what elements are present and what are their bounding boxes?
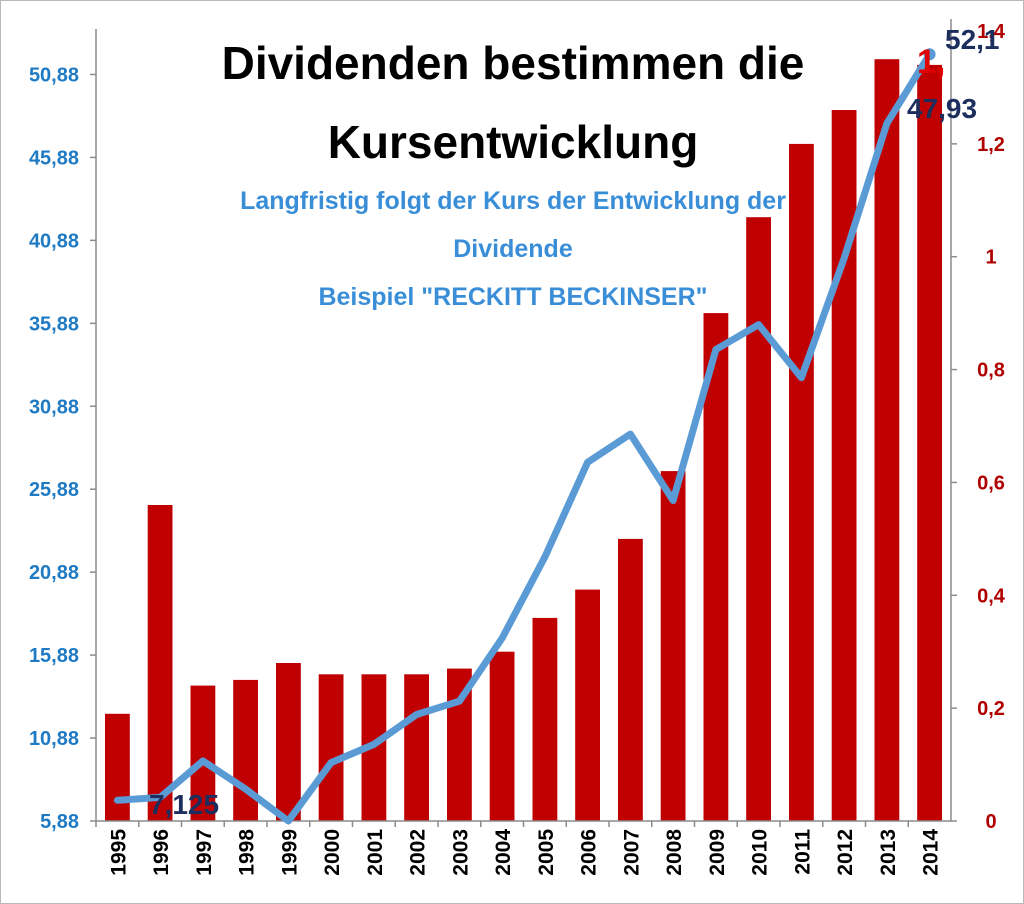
line-point-2013	[884, 120, 890, 126]
line-point-2004	[499, 635, 505, 641]
left-tick-label-20,88: 20,88	[29, 562, 79, 584]
bar-2005	[532, 617, 558, 821]
x-tick-label-2010: 2010	[749, 829, 772, 876]
x-tick-label-1999: 1999	[278, 829, 301, 876]
x-tick-label-2005: 2005	[535, 829, 558, 876]
bar-1999	[276, 663, 301, 821]
bar-2012	[831, 110, 857, 821]
right-tick-label-0,2: 0,2	[977, 698, 1005, 720]
x-tick-label-2011: 2011	[791, 829, 814, 875]
right-tick-label-1,4: 1,4	[977, 21, 1006, 43]
line-point-2009	[713, 347, 719, 352]
right-tick-label-0,8: 0,8	[977, 360, 1005, 382]
chart-subtitle-line-2: Dividende	[453, 235, 573, 263]
line-point-1997	[200, 758, 206, 764]
left-tick-label-35,88: 35,88	[29, 313, 79, 335]
left-tick-label-45,88: 45,88	[29, 147, 79, 169]
left-tick-label-5,88: 5,88	[40, 811, 79, 833]
line-point-2008	[670, 498, 676, 503]
data-label-bar-2014: 1,	[917, 43, 945, 81]
x-tick-labels: 1995 1996 1997 1998 1999 2000 2001 2002 2003 2004…	[95, 821, 943, 876]
left-tick-label-10,88: 10,88	[29, 728, 79, 750]
bar-1995	[105, 713, 130, 821]
right-tick-label-1,2: 1,2	[977, 134, 1005, 156]
bar-1997	[190, 685, 216, 821]
bar-2013	[874, 59, 900, 821]
line-series	[113, 48, 936, 825]
x-tick-label-1995: 1995	[107, 829, 130, 876]
right-tick-label-1: 1	[985, 247, 996, 269]
x-tick-label-1997: 1997	[193, 829, 216, 876]
left-tick-labels: 5,88 10,88 15,88 20,88 25,88 30,88 35,88 40,88 4…	[29, 64, 96, 833]
data-label-2013: 47,93	[907, 93, 977, 124]
bar-1996	[147, 505, 173, 821]
line-point-1996	[157, 794, 163, 800]
x-tick-label-2002: 2002	[407, 829, 430, 876]
line-point-2003	[456, 698, 462, 704]
right-tick-labels: 0 0,2 0,4 0,6 0,8 1 1,2 1,4	[951, 21, 1006, 833]
line-point-2006	[585, 459, 591, 465]
line-point-1995	[114, 797, 120, 803]
line-point-2005	[542, 554, 548, 560]
data-label-1995: 7,125	[149, 789, 219, 820]
bar-2000	[318, 674, 344, 821]
line-point-2010	[756, 322, 762, 328]
x-tick-label-1998: 1998	[236, 829, 259, 876]
line-point-2001	[371, 741, 377, 747]
line-point-2012	[841, 255, 847, 261]
x-tick-label-2003: 2003	[449, 829, 472, 876]
data-labels: 7,125 47,93 1, 52,1	[149, 24, 1000, 820]
chart-title-line-1: Dividenden bestimmen die	[222, 37, 805, 89]
right-tick-label-0: 0	[985, 811, 996, 833]
left-tick-label-40,88: 40,88	[29, 230, 79, 252]
line-point-2002	[414, 712, 420, 717]
bar-2004	[489, 651, 515, 821]
x-tick-label-2012: 2012	[834, 829, 857, 876]
line-point-2007	[627, 431, 633, 437]
chart-subtitle-line-1: Langfristig folgt der Kurs der Entwicklu…	[240, 187, 786, 215]
x-tick-label-2013: 2013	[877, 829, 900, 876]
line-point-2000	[328, 760, 334, 766]
line-point-1998	[243, 786, 249, 792]
right-tick-label-0,6: 0,6	[977, 472, 1005, 494]
line-point-1999	[285, 818, 291, 824]
line-point-2011	[798, 375, 804, 381]
bar-2008	[660, 471, 686, 821]
data-label-2014: 52,1	[945, 24, 1000, 55]
left-tick-label-15,88: 15,88	[29, 645, 79, 667]
bar-2007	[618, 538, 643, 821]
line-series-path	[113, 50, 934, 825]
x-tick-label-2014: 2014	[920, 829, 943, 876]
x-tick-label-2004: 2004	[492, 829, 515, 876]
x-tick-label-2006: 2006	[578, 829, 601, 876]
x-tick-label-2007: 2007	[620, 829, 643, 876]
bar-series	[105, 59, 942, 821]
chart-subtitle-line-3: Beispiel "RECKITT BECKINSER"	[318, 283, 707, 311]
bar-2002	[404, 674, 429, 821]
chart-titles: Dividenden bestimmen die Kursentwicklung…	[222, 37, 805, 311]
bar-2011	[789, 143, 814, 821]
bar-2006	[575, 589, 600, 821]
right-tick-label-0,4: 0,4	[977, 585, 1006, 607]
left-tick-label-25,88: 25,88	[29, 479, 79, 501]
x-tick-label-2001: 2001	[364, 829, 387, 876]
left-tick-label-50,88: 50,88	[29, 64, 79, 86]
bar-2009	[703, 313, 729, 821]
line-end-marker	[923, 48, 936, 61]
x-tick-label-2009: 2009	[706, 829, 729, 876]
left-tick-label-30,88: 30,88	[29, 396, 79, 418]
x-tick-label-2008: 2008	[663, 829, 686, 876]
x-tick-label-2000: 2000	[321, 829, 344, 876]
chart-title-line-2: Kursentwicklung	[328, 116, 699, 168]
bar-2014	[917, 64, 942, 821]
x-tick-label-1996: 1996	[150, 829, 173, 876]
bar-2010	[746, 217, 771, 821]
